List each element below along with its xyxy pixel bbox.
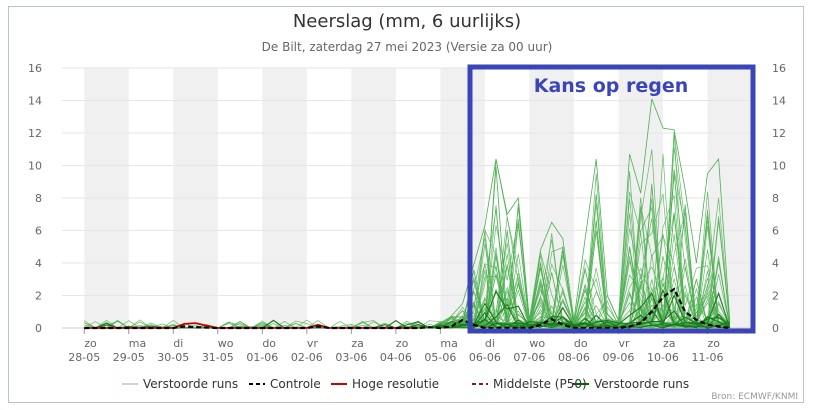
y-tick-label: 6: [35, 225, 42, 238]
y-tick-label: 12: [772, 127, 786, 140]
y-tick-label: 8: [35, 192, 42, 205]
x-tick-date: 03-06: [335, 351, 367, 364]
x-tick-date: 04-06: [380, 351, 412, 364]
x-tick-date: 10-06: [647, 351, 679, 364]
x-tick-day: di: [485, 337, 495, 350]
x-tick-day: di: [173, 337, 183, 350]
x-tick-day: do: [574, 337, 588, 350]
x-tick-date: 29-05: [113, 351, 145, 364]
y-tick-label: 14: [28, 95, 42, 108]
x-tick-day: za: [351, 337, 364, 350]
x-tick-day: vr: [307, 337, 319, 350]
x-tick-day: wo: [529, 337, 545, 350]
x-tick-day: zo: [707, 337, 720, 350]
legend-label: Middelste (P50): [493, 377, 587, 391]
y-tick-label: 10: [28, 160, 42, 173]
x-tick-day: vr: [618, 337, 630, 350]
y-tick-label: 16: [28, 62, 42, 75]
y-tick-label: 4: [35, 257, 42, 270]
x-tick-day: ma: [440, 337, 457, 350]
source-label: Bron: ECMWF/KNMI: [711, 392, 798, 402]
x-tick-date: 09-06: [602, 351, 634, 364]
y-tick-label: 6: [772, 225, 779, 238]
legend-label: Hoge resolutie: [352, 377, 439, 391]
y-tick-label: 10: [772, 160, 786, 173]
x-tick-day: wo: [218, 337, 234, 350]
x-tick-date: 28-05: [68, 351, 100, 364]
x-tick-day: za: [663, 337, 676, 350]
legend-label: Controle: [270, 377, 321, 391]
ensemble-max-line: [440, 98, 731, 329]
y-tick-label: 2: [772, 290, 779, 303]
y-tick-label: 4: [772, 257, 779, 270]
legend-label: Verstoorde runs: [594, 377, 689, 391]
y-tick-label: 2: [35, 290, 42, 303]
y-tick-label: 12: [28, 127, 42, 140]
x-tick-day: do: [262, 337, 276, 350]
x-tick-day: ma: [129, 337, 146, 350]
x-tick-date: 30-05: [157, 351, 189, 364]
y-tick-label: 8: [772, 192, 779, 205]
x-tick-day: zo: [396, 337, 409, 350]
chart-subtitle: De Bilt, zaterdag 27 mei 2023 (Versie za…: [261, 40, 553, 54]
x-tick-date: 06-06: [469, 351, 501, 364]
y-tick-label: 0: [35, 322, 42, 335]
y-tick-label: 16: [772, 62, 786, 75]
x-tick-date: 01-06: [246, 351, 278, 364]
controle-line: [84, 287, 730, 330]
y-tick-label: 0: [772, 322, 779, 335]
x-tick-date: 11-06: [691, 351, 723, 364]
x-tick-date: 07-06: [513, 351, 545, 364]
x-tick-day: zo: [84, 337, 97, 350]
y-tick-label: 14: [772, 95, 786, 108]
x-tick-date: 02-06: [291, 351, 323, 364]
annotation-box: [467, 64, 756, 334]
chart-title: Neerslag (mm, 6 uurlijks): [292, 11, 522, 32]
x-tick-date: 31-05: [202, 351, 234, 364]
x-tick-date: 08-06: [558, 351, 590, 364]
x-tick-date: 05-06: [424, 351, 456, 364]
annotation-label: Kans op regen: [534, 75, 689, 97]
legend-label: Verstoorde runs: [143, 377, 238, 391]
